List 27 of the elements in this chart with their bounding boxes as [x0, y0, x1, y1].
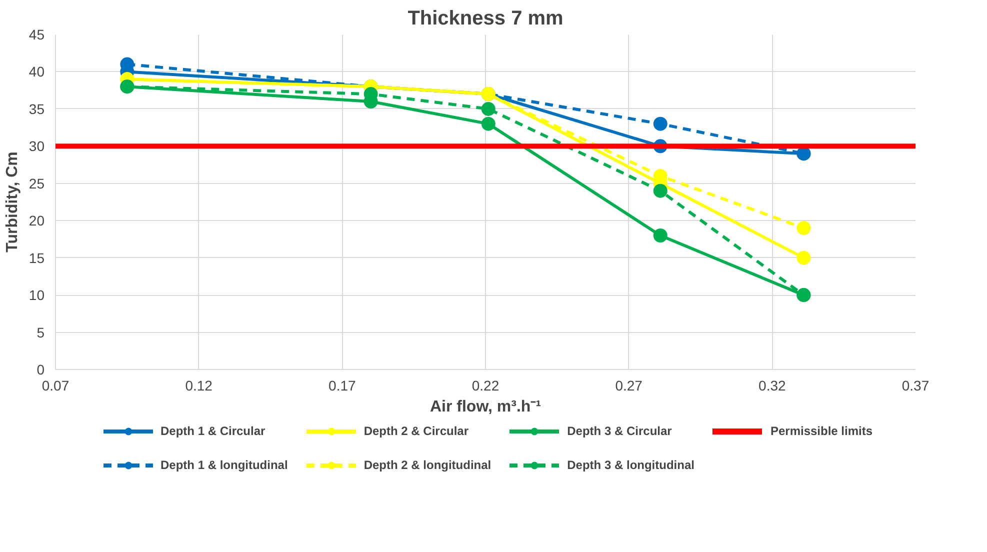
legend-label: Permissible limits — [770, 423, 873, 439]
x-tick-label: 0.27 — [615, 378, 643, 394]
legend-label: Depth 3 & longitudinal — [567, 457, 694, 473]
y-axis-title: Turbidity, Cm — [4, 152, 21, 252]
chart-title: Thickness 7 mm — [408, 8, 564, 30]
y-tick-label: 15 — [28, 250, 45, 266]
y-tick-label: 30 — [28, 138, 45, 154]
y-tick-label: 0 — [36, 362, 45, 378]
x-tick-label: 0.17 — [328, 378, 356, 394]
y-tick-label: 5 — [36, 324, 45, 340]
x-axis-title: Air flow, m³.h⁻¹ — [430, 398, 542, 416]
legend-label: Depth 1 & longitudinal — [160, 457, 288, 473]
legend-label: Depth 3 & Circular — [567, 423, 672, 439]
legend-label: Depth 1 & Circular — [160, 423, 266, 439]
x-tick-label: 0.12 — [185, 378, 213, 394]
x-tick-label: 0.37 — [902, 378, 930, 394]
x-tick-label: 0.07 — [42, 378, 70, 394]
y-tick-label: 20 — [28, 212, 45, 229]
y-tick-label: 25 — [28, 175, 45, 192]
y-tick-label: 10 — [28, 287, 45, 304]
x-tick-label: 0.22 — [472, 378, 500, 394]
y-tick-label: 45 — [28, 26, 45, 42]
x-tick-label: 0.32 — [758, 378, 786, 394]
y-tick-label: 40 — [28, 64, 45, 80]
legend-label: Depth 2 & longitudinal — [364, 457, 492, 473]
y-tick-label: 35 — [28, 100, 45, 117]
legend-label: Depth 2 & Circular — [364, 423, 469, 439]
